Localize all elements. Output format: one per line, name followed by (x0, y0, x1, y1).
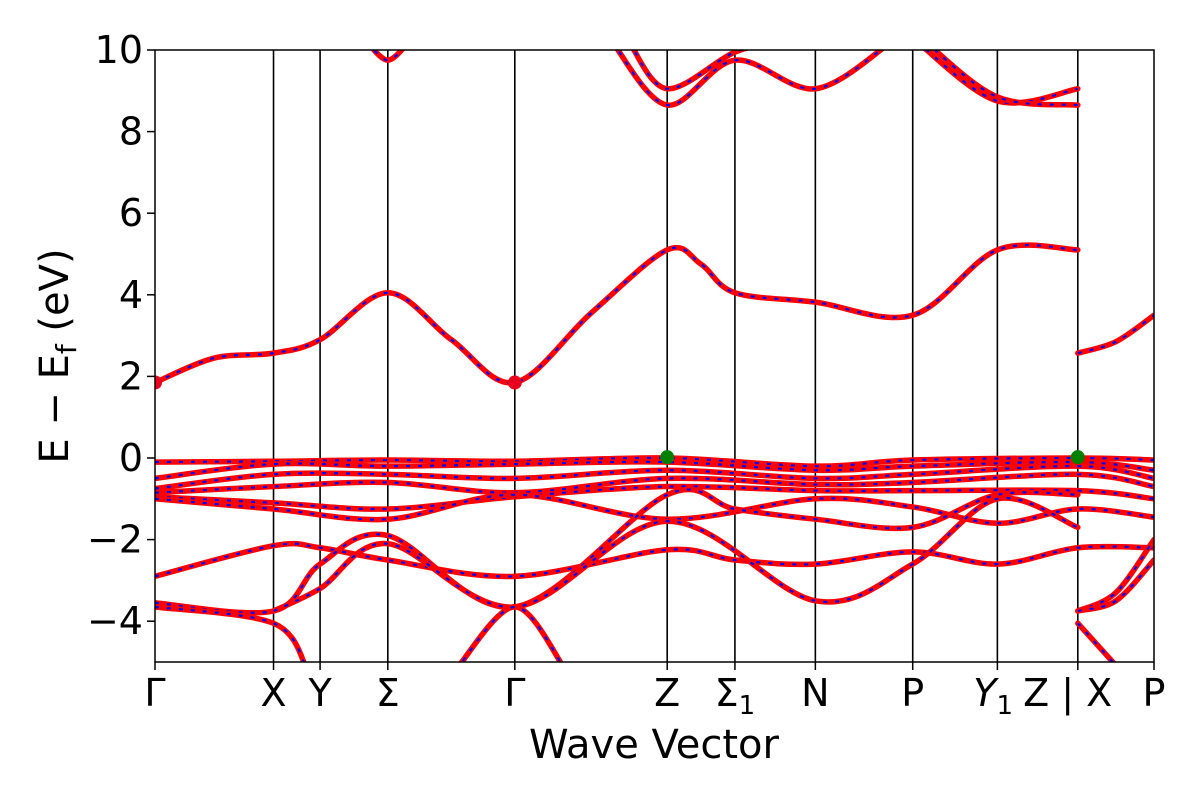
band-edge-marker-1 (507, 375, 522, 390)
x-axis-label: Wave Vector (529, 722, 780, 768)
x-axis-kpoint-labels: Γ X Y Σ Γ Z Σ1 N P Y1 Z | X P (144, 662, 1165, 721)
y-axis-label: E − Ef (eV) (32, 248, 83, 463)
band-line-17-dashed (616, 50, 883, 107)
band-line-2-dashed (155, 456, 1154, 468)
y-tick-label: −4 (87, 599, 143, 643)
band-line-10 (155, 604, 307, 662)
kpoint-label: Y1 (973, 671, 1013, 721)
band-line-8 (155, 540, 1154, 580)
band-line-17 (614, 50, 886, 108)
y-tick-label: 10 (95, 28, 143, 72)
kpoint-label: Σ (376, 671, 400, 715)
kpoint-label: Γ (504, 671, 525, 715)
kpoint-label: X (261, 671, 287, 715)
band-line-18 (630, 50, 751, 92)
kpoint-label: Z (654, 671, 680, 715)
band-line-14-dashed (1076, 622, 1115, 662)
y-tick-label: 0 (119, 436, 143, 480)
band-edge-marker-3 (1070, 450, 1085, 465)
band-edge-marker-0 (155, 375, 162, 390)
band-line-9 (155, 486, 1081, 616)
band-line-1 (1075, 312, 1154, 356)
band-line-11-dashed (273, 496, 1079, 612)
y-tick-label: 4 (119, 273, 143, 317)
band-line-15 (1075, 557, 1154, 614)
kpoint-label: Σ1 (715, 671, 756, 721)
kpoint-label: P (901, 671, 924, 715)
band-line-7 (155, 491, 1154, 527)
kpoint-label: Y (307, 671, 332, 715)
band-line-15-dashed (1077, 559, 1154, 613)
band-line-0 (155, 242, 1081, 386)
band-edge-markers (155, 375, 1085, 465)
band-line-8-dashed (155, 542, 1154, 578)
y-axis-ticks: −4 −2 0 2 4 6 8 10 (87, 28, 155, 643)
band-line-19 (922, 50, 1081, 106)
high-symmetry-lines (272, 50, 1079, 662)
y-tick-label: 2 (119, 354, 143, 398)
kpoint-label: N (801, 671, 829, 715)
band-line-14 (1075, 620, 1117, 662)
y-tick-label: 6 (119, 191, 143, 235)
band-edge-marker-2 (660, 450, 675, 465)
band-line-0-dashed (155, 244, 1078, 384)
band-line-1-dashed (1077, 314, 1154, 355)
band-line-12 (458, 604, 564, 662)
band-line-4 (155, 463, 1154, 492)
y-tick-label: −2 (87, 518, 143, 562)
kpoint-label: P (1143, 671, 1166, 715)
band-line-6 (155, 483, 1154, 512)
kpoint-label: Z | X (1023, 671, 1112, 716)
energy-bands (155, 50, 1154, 662)
band-line-9-dashed (155, 488, 1078, 614)
band-line-16 (370, 50, 406, 63)
band-line-20 (930, 50, 1081, 108)
band-line-5 (155, 471, 1154, 496)
band-line-10-dashed (155, 605, 305, 662)
plot-frame (154, 49, 1155, 663)
kpoint-label: Γ (144, 671, 165, 715)
y-tick-label: 8 (119, 110, 143, 154)
